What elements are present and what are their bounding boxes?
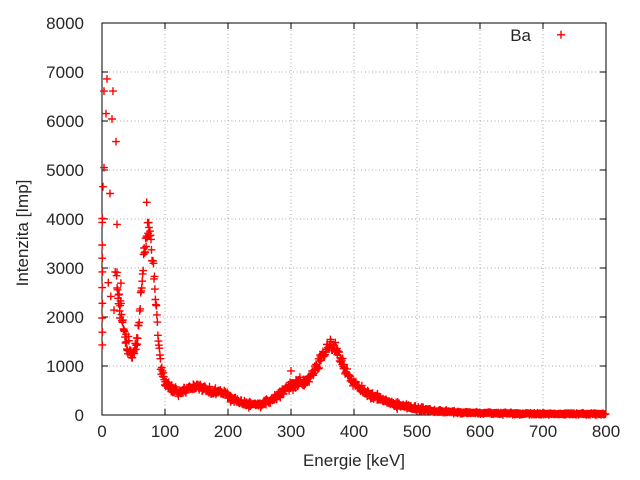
x-tick-label: 300 [277,422,305,441]
y-tick-label: 7000 [46,63,84,82]
y-tick-label: 2000 [46,308,84,327]
x-axis-title: Energie [keV] [303,451,405,470]
x-tick-label: 800 [592,422,620,441]
legend-label-ba: Ba [510,26,531,45]
data-points-ba [98,75,610,419]
y-tick-label: 5000 [46,161,84,180]
x-tick-label: 600 [466,422,494,441]
y-tick-label: 6000 [46,112,84,131]
x-tick-label: 100 [151,422,179,441]
y-tick-label: 0 [75,406,84,425]
y-axis-title: Intenzita [Imp] [13,180,32,287]
x-tick-label: 700 [529,422,557,441]
y-tick-label: 1000 [46,357,84,376]
x-axis-tick-labels: 0 100 200 300 400 500 600 700 800 [97,422,620,441]
x-tick-label: 500 [403,422,431,441]
grid-lines [102,23,606,415]
y-axis-tick-labels: 0 1000 2000 3000 4000 5000 6000 7000 8000 [46,14,84,425]
y-tick-label: 4000 [46,210,84,229]
y-tick-label: 8000 [46,14,84,33]
y-tick-label: 3000 [46,259,84,278]
legend-plus-marker-icon [557,30,565,39]
legend: Ba [510,26,565,45]
x-tick-label: 0 [97,422,106,441]
x-tick-label: 400 [340,422,368,441]
x-tick-label: 200 [214,422,242,441]
